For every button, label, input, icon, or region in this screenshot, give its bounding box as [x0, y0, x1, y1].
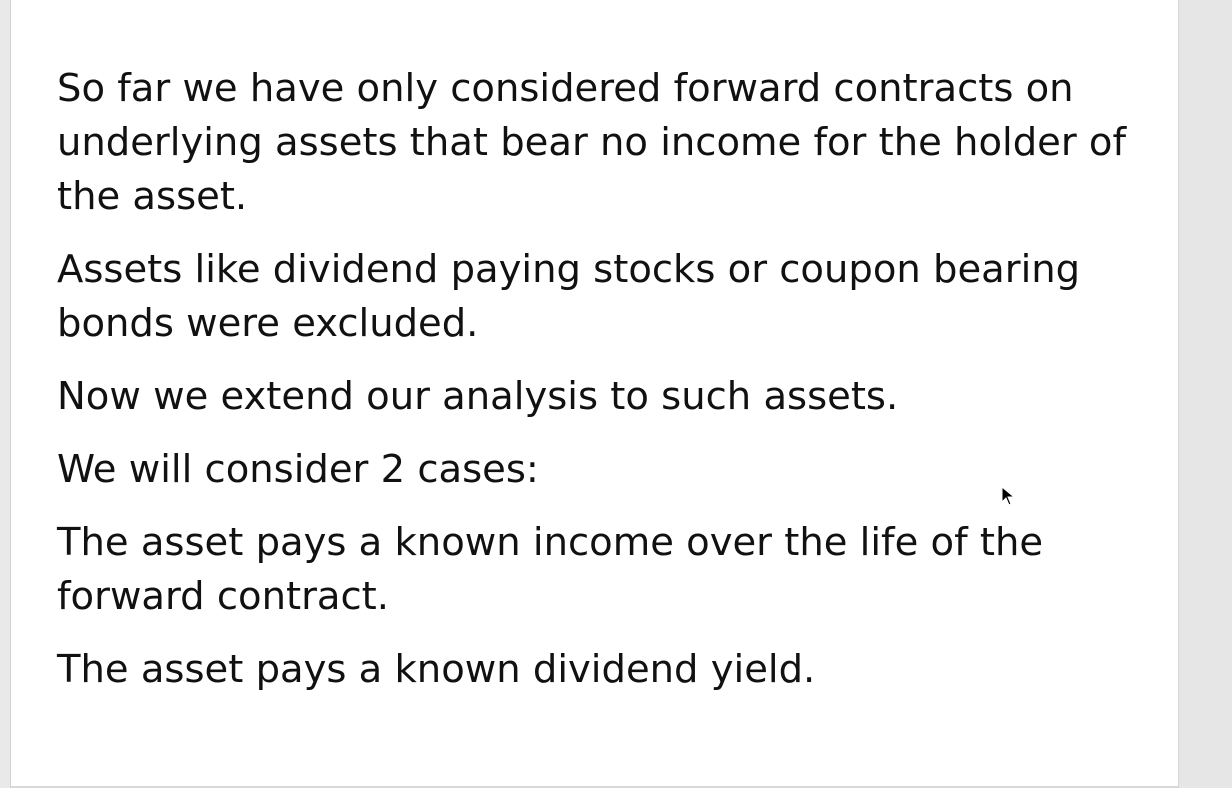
- slide-body: So far we have only considered forward c…: [57, 62, 1157, 716]
- mouse-pointer-icon: [1001, 486, 1015, 506]
- paragraph-extension: Now we extend our analysis to such asset…: [57, 374, 899, 419]
- right-gutter: [1178, 0, 1232, 788]
- paragraph-excluded-assets: Assets like dividend paying stocks or co…: [57, 247, 1081, 346]
- paragraph-case-known-income: The asset pays a known income over the l…: [57, 520, 1044, 619]
- slide-bottom-edge: [11, 786, 1178, 788]
- paragraph-intro: So far we have only considered forward c…: [57, 66, 1126, 219]
- paragraph-case-dividend-yield: The asset pays a known dividend yield.: [57, 647, 816, 692]
- slide-page: So far we have only considered forward c…: [11, 0, 1178, 786]
- paragraph-cases-intro: We will consider 2 cases:: [57, 447, 539, 492]
- left-gutter: [0, 0, 11, 788]
